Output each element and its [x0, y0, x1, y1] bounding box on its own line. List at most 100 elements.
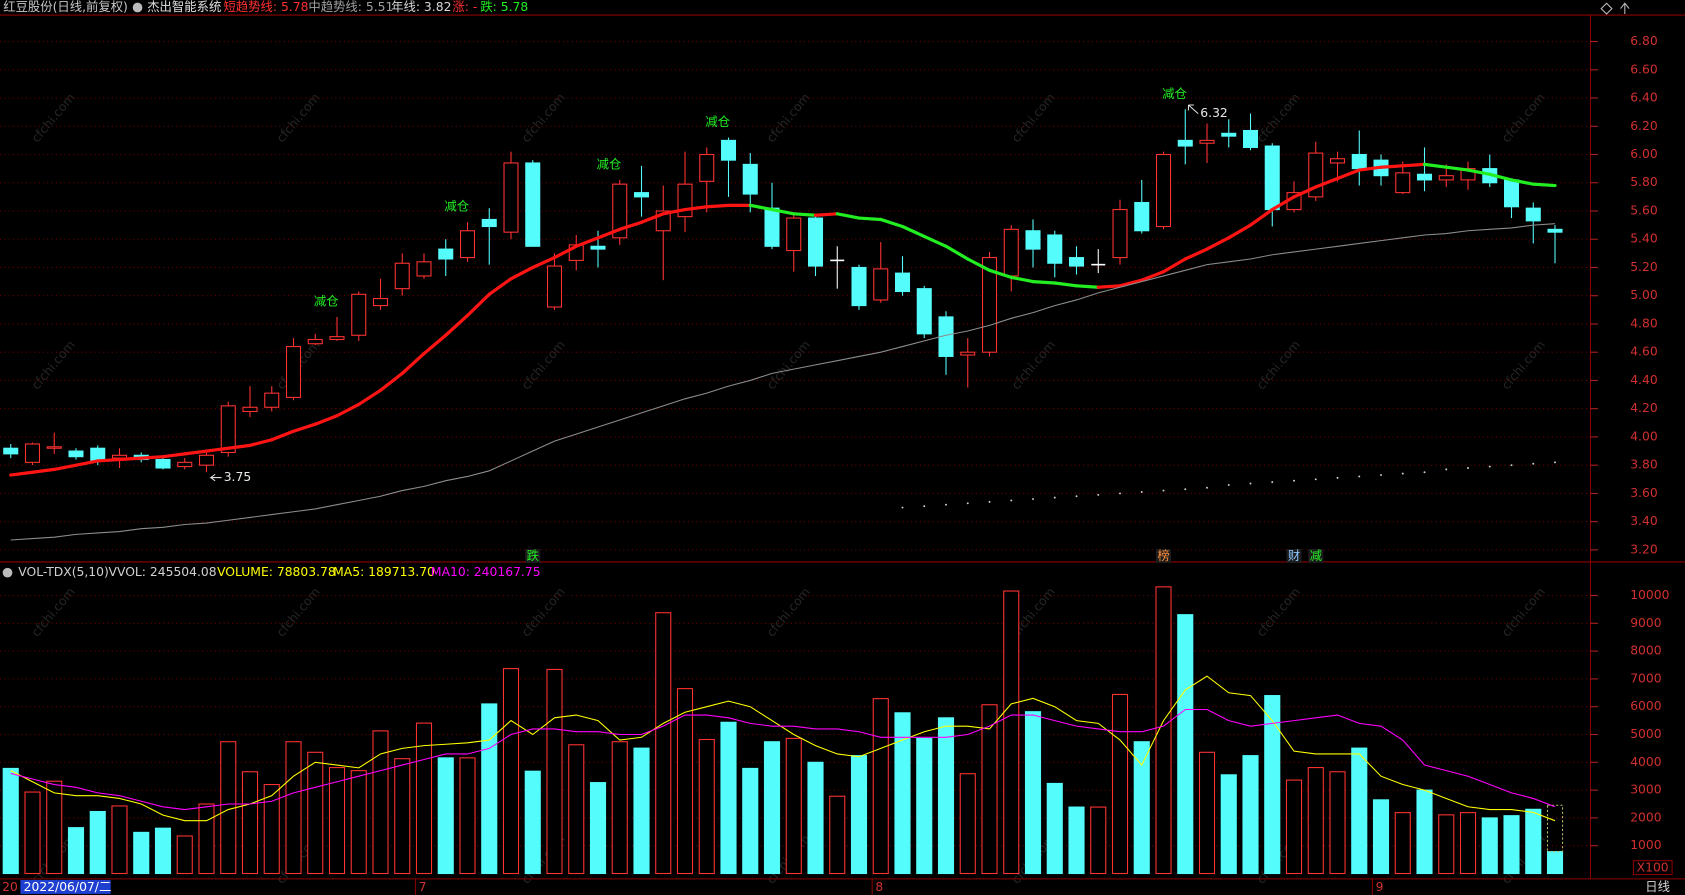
- x-tick-label: 7: [419, 880, 427, 894]
- candle-body: [1547, 228, 1563, 233]
- candle-body: [307, 338, 323, 345]
- year-line-dot: [1467, 467, 1469, 469]
- trend-segment: [96, 457, 122, 463]
- signal-box: [1286, 549, 1302, 564]
- trend-segment: [1292, 185, 1318, 199]
- candle-body: [1438, 175, 1454, 181]
- trend-segment: [1074, 284, 1100, 289]
- y-tick-label: 2000: [1630, 810, 1662, 824]
- y-tick-label: 3.20: [1630, 542, 1658, 556]
- candle-body: [285, 346, 302, 398]
- volume-bar: [263, 784, 280, 875]
- volume-bar: [1220, 774, 1237, 875]
- year-line-dot: [1249, 482, 1252, 485]
- bottom-signal: 跌: [527, 548, 539, 563]
- indicator-icon[interactable]: [2, 567, 13, 578]
- y-tick-label: 5.80: [1630, 175, 1658, 189]
- header-text: MA10: 240167.75: [431, 565, 541, 579]
- signal-box: [1308, 549, 1324, 564]
- header-text: 杰出智能系统: [147, 0, 221, 14]
- x-clipped-label: 20: [2, 880, 18, 894]
- trend-segment: [1466, 168, 1492, 176]
- volume-bar: [1111, 693, 1129, 875]
- candle-body: [851, 266, 867, 307]
- volume-bar: [698, 738, 715, 875]
- volume-bar: [67, 827, 85, 875]
- volume-bar: [720, 721, 737, 875]
- header-text: VVOL: 245504.08: [109, 565, 217, 579]
- candle-body: [24, 443, 41, 463]
- year-line-dot: [1097, 493, 1100, 496]
- year-line-dot: [1119, 492, 1121, 495]
- low-arrow: [209, 473, 222, 482]
- header-text: 中趋势线: 5.51: [308, 0, 393, 14]
- volume-bar: [1285, 779, 1303, 875]
- candle-body: [351, 293, 367, 336]
- volume-bar: [1024, 711, 1042, 875]
- trend-segment: [291, 422, 317, 433]
- year-line-dot: [1032, 498, 1034, 501]
- y-tick-label: 3000: [1630, 783, 1662, 797]
- volume-bar: [546, 668, 563, 875]
- signal-label: 减仓: [705, 115, 730, 129]
- year-line-dot: [1227, 483, 1230, 486]
- candle-body: [1264, 145, 1280, 211]
- trend-segment: [183, 449, 209, 456]
- trend-segment: [1205, 236, 1231, 251]
- volume-bar: [176, 835, 193, 875]
- up-icon[interactable]: [1620, 2, 1630, 14]
- volume-bar: [220, 741, 237, 875]
- header-text: 涨: -: [452, 0, 477, 14]
- candle-body: [242, 406, 258, 413]
- candle-body: [155, 458, 171, 469]
- cursor-date: 2022/06/07/二: [24, 880, 112, 894]
- year-line-dot: [901, 506, 904, 509]
- candle-body: [786, 217, 802, 252]
- trend-segment: [683, 205, 709, 212]
- trend-segment: [270, 429, 296, 442]
- header-text: 短趋势线: 5.78: [224, 0, 309, 14]
- volume-bar: [524, 770, 541, 875]
- candle-body: [1068, 257, 1085, 267]
- volume-bar: [437, 757, 454, 875]
- trend-segment: [161, 452, 187, 459]
- volume-bar: [916, 737, 933, 875]
- high-arrow: [1187, 104, 1199, 115]
- candle-body: [699, 153, 715, 182]
- trend-segment: [857, 216, 883, 222]
- candle-body: [372, 298, 389, 307]
- signal-label: 减仓: [314, 294, 339, 308]
- volume-bar: [589, 782, 607, 875]
- volume-bar: [1242, 755, 1259, 875]
- x-tick-label: 8: [875, 880, 883, 894]
- signal-label: 减仓: [1162, 87, 1187, 101]
- trend-segment: [792, 212, 818, 217]
- trend-segment: [705, 203, 731, 209]
- signal-label: 减仓: [597, 157, 622, 171]
- volume-bar: [829, 795, 846, 875]
- y-tick-label: 5.60: [1630, 203, 1658, 217]
- trend-segment: [1118, 278, 1144, 288]
- y-tick-label: 5.40: [1630, 232, 1658, 246]
- candle-body: [1025, 230, 1041, 250]
- signal-box: [1155, 549, 1172, 564]
- candle-body: [177, 461, 193, 468]
- trend-segment: [900, 224, 926, 239]
- candle-body: [916, 288, 932, 335]
- candle-body: [590, 245, 606, 250]
- trend-segment: [1509, 178, 1535, 186]
- y-tick-label: 4.60: [1630, 345, 1658, 359]
- volume-ma-line: [10, 675, 1556, 822]
- candle-body: [525, 162, 541, 247]
- volume-bar: [241, 771, 259, 875]
- y-tick-label: 7000: [1630, 671, 1662, 685]
- trend-segment: [335, 402, 361, 418]
- system-icon[interactable]: [132, 2, 143, 13]
- trend-segment: [1488, 172, 1514, 182]
- candle-body: [1329, 158, 1346, 164]
- trend-segment: [1248, 207, 1274, 227]
- diamond-icon[interactable]: [1600, 2, 1613, 15]
- candle-body: [1134, 201, 1150, 232]
- candle-body: [1503, 179, 1520, 208]
- volume-bar: [307, 751, 324, 875]
